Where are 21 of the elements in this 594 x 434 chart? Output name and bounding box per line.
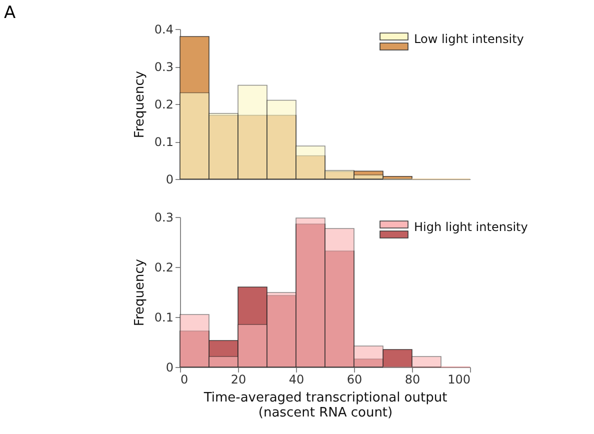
y-axis-title: Frequency [132,70,148,138]
x-axis-title: Time-averaged transcriptional output (nascent RNA count) [202,390,448,420]
text: A [4,3,16,23]
y-tick-label: 0.3 [154,60,174,74]
y-axis-title: Frequency [132,258,148,326]
legend-label: High light intensity [414,220,528,234]
x-tick-label: 0 [180,372,188,386]
y-tick-label: 0 [166,172,174,186]
x-tick-label: 60 [346,372,362,386]
x-tick-label: 100 [448,372,470,386]
y-tick-label: 0.4 [154,22,174,36]
y-tick-label: 0.2 [154,260,174,274]
legend-label: Low light intensity [414,32,524,46]
x-tick-label: 20 [230,372,246,386]
y-tick-label: 0 [166,360,174,374]
y-tick-label: 0.3 [154,210,174,224]
y-tick-label: 0.1 [154,135,174,149]
x-tick-label: 80 [404,372,420,386]
y-tick-label: 0.1 [154,310,174,324]
y-tick-label: 0.2 [154,98,174,112]
x-tick-label: 40 [288,372,304,386]
